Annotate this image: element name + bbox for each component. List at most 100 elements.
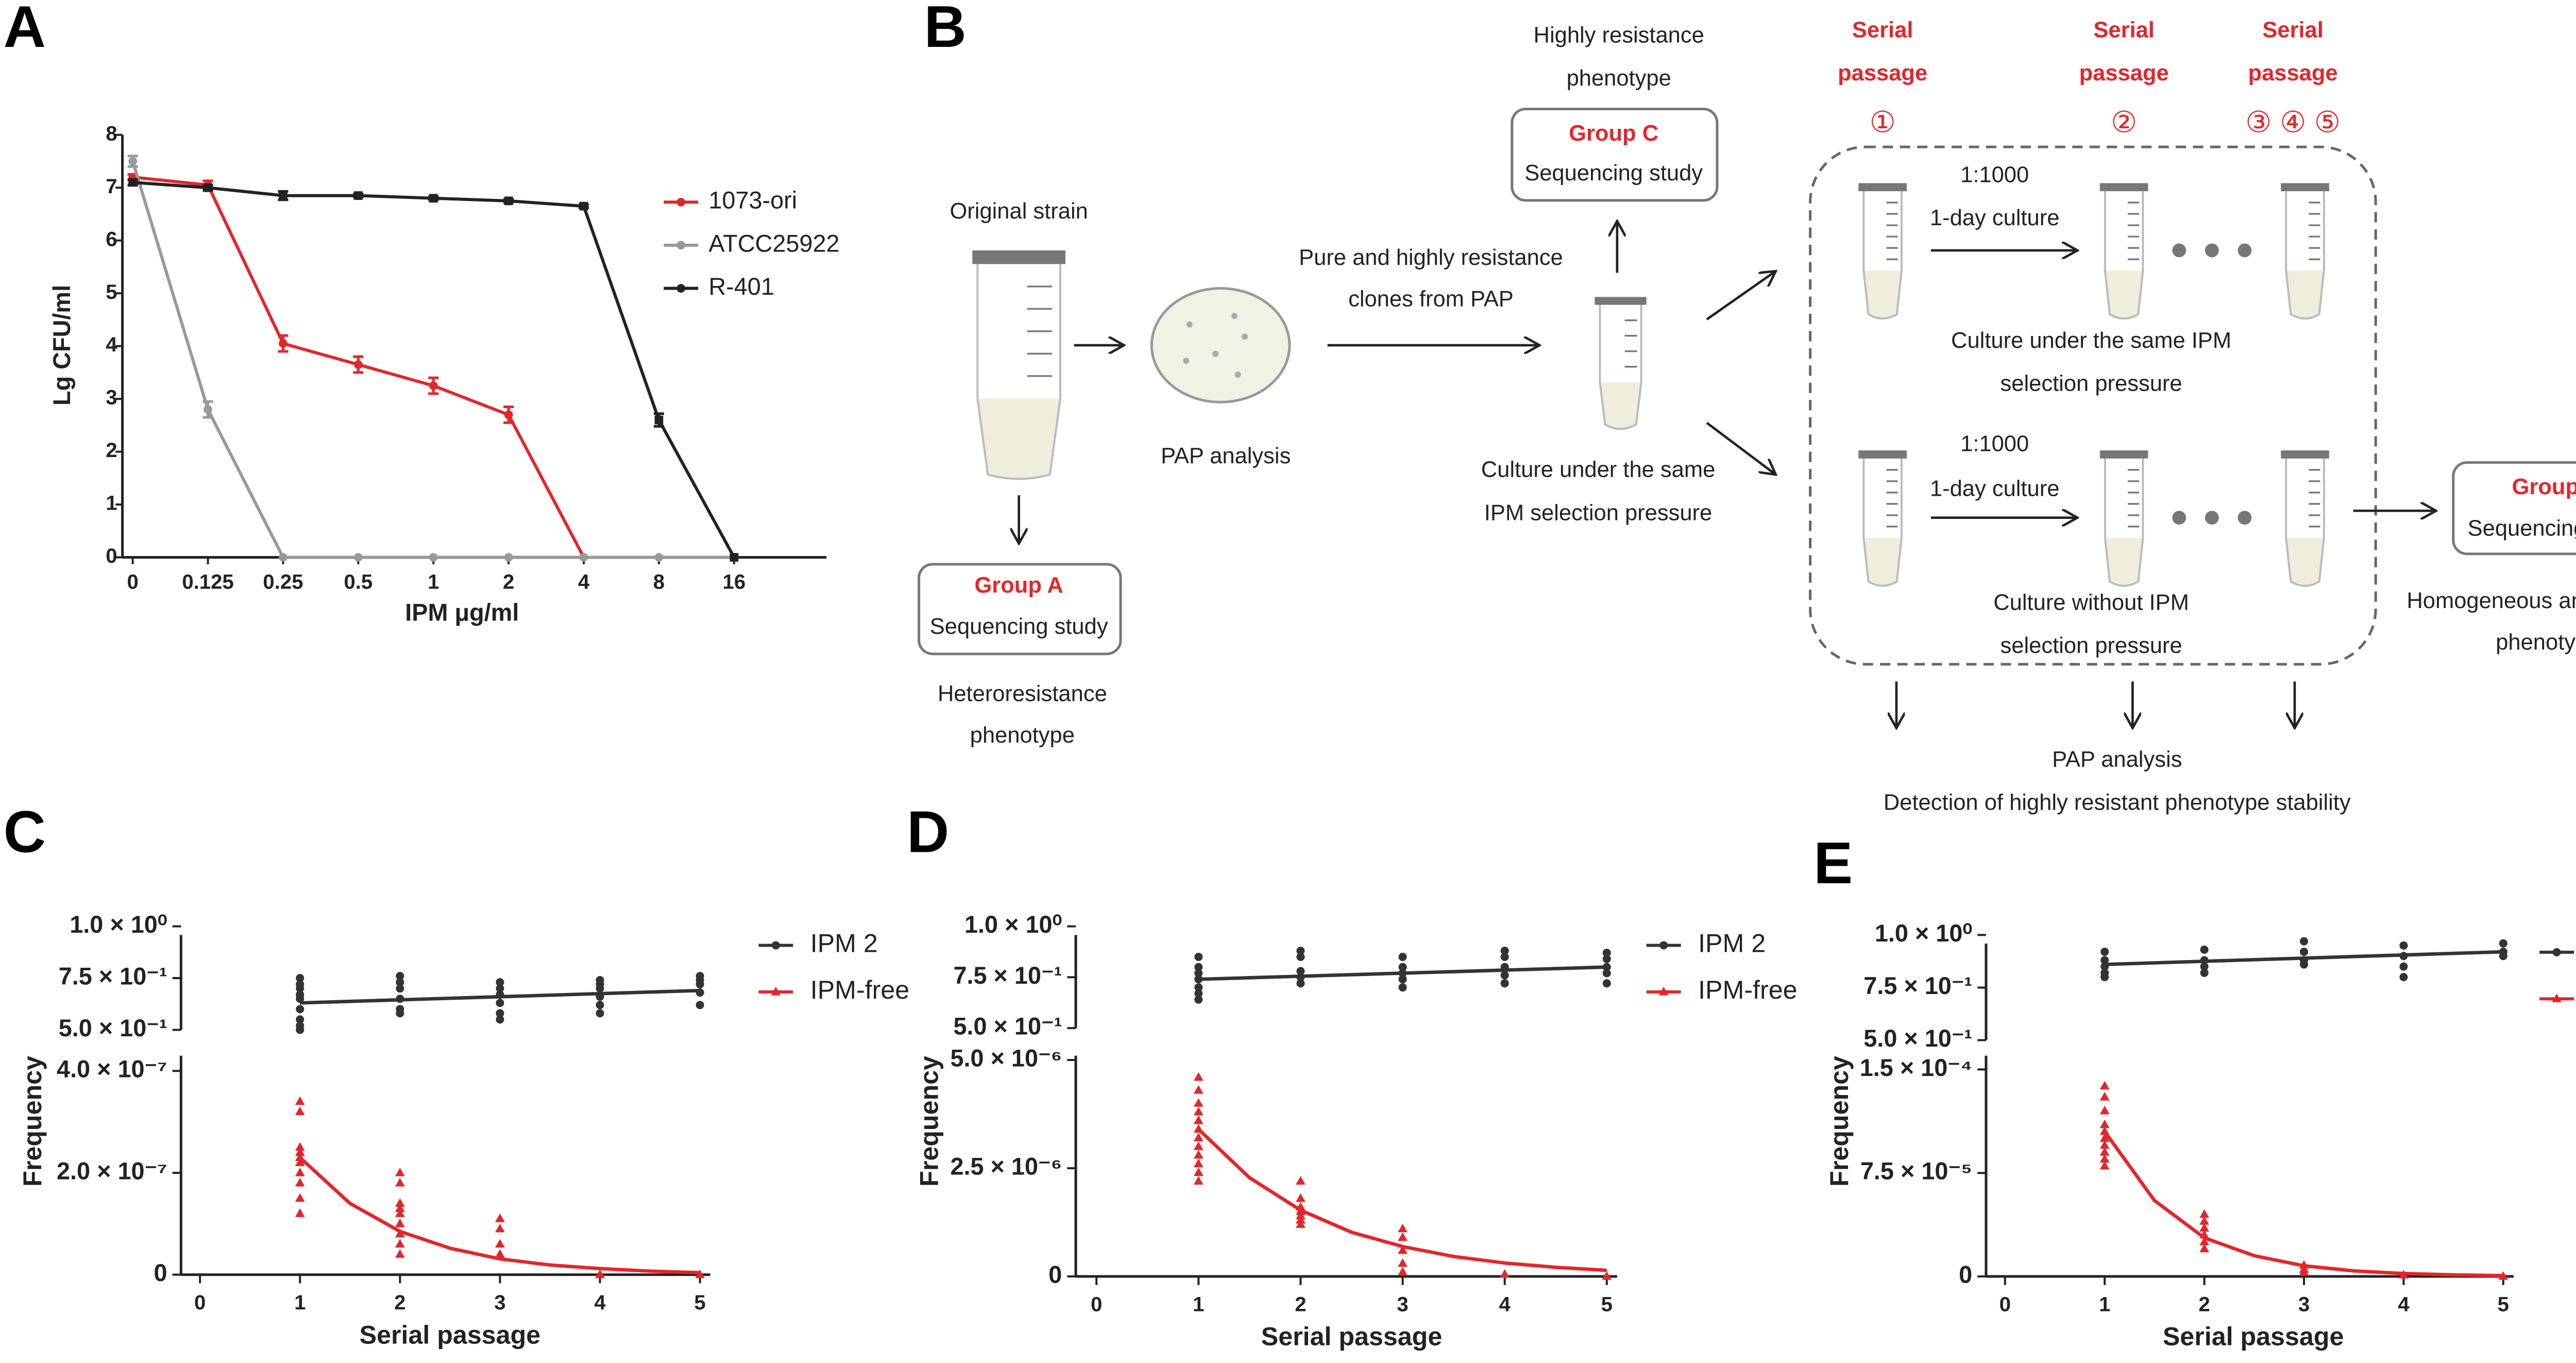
colonies xyxy=(1183,313,1248,378)
point xyxy=(1500,1269,1510,1278)
y-tick-label: 4 xyxy=(106,333,117,356)
legend-label: ATCC25922 xyxy=(708,230,839,257)
point xyxy=(1398,1245,1408,1254)
point xyxy=(2099,1154,2110,1163)
x-tick-label: 1 xyxy=(1193,1292,1204,1316)
label: Original strain xyxy=(950,199,1088,224)
point xyxy=(204,183,212,192)
point xyxy=(2099,1140,2110,1149)
point xyxy=(2099,1133,2110,1142)
label: PAP analysis xyxy=(1161,444,1291,468)
label: Homogeneous and sensitive xyxy=(2406,588,2576,613)
tube-liquid xyxy=(2105,271,2143,319)
point xyxy=(1296,1176,1306,1185)
legend-marker xyxy=(1659,941,1668,950)
y-axis-label: Frequency xyxy=(914,1056,943,1187)
point xyxy=(353,553,363,562)
x-tick-label: 0 xyxy=(1999,1292,2011,1316)
x-tick-label: 0.25 xyxy=(263,570,303,593)
point xyxy=(295,1193,305,1202)
legend-label: IPM-free xyxy=(1698,975,1797,1004)
tube-body xyxy=(2104,191,2144,320)
x-tick-label: 2 xyxy=(503,570,514,593)
point xyxy=(296,1005,304,1014)
point xyxy=(2099,1160,2110,1170)
tube-body xyxy=(976,264,1061,480)
point xyxy=(396,995,404,1003)
point xyxy=(1398,975,1407,984)
tube-liquid xyxy=(2286,537,2324,586)
point xyxy=(654,553,664,562)
point xyxy=(1193,1106,1204,1116)
label: 1-day culture xyxy=(1930,206,2059,230)
point xyxy=(1296,979,1305,988)
point xyxy=(1296,973,1305,982)
point xyxy=(1296,1206,1306,1215)
legend-label: IPM 2 xyxy=(1698,929,1766,958)
passage-label: passage xyxy=(1838,61,1927,86)
point xyxy=(2199,1209,2209,1218)
tube xyxy=(2281,450,2329,587)
y-axis-label: Lg CFU/ml xyxy=(48,285,75,406)
point xyxy=(2399,973,2408,982)
point xyxy=(1193,1167,1204,1176)
y-tick-label: 1.0 × 10⁰ xyxy=(70,911,167,938)
point xyxy=(429,381,438,390)
diagram: B Original strain PAP analysis Pure and … xyxy=(918,0,2576,815)
tube xyxy=(2099,450,2148,587)
tube-cap xyxy=(2281,450,2329,459)
y-tick-label: 0 xyxy=(1048,1261,1062,1288)
y-tick-label: 8 xyxy=(106,122,117,145)
point xyxy=(1194,989,1203,998)
legend-label: R-401 xyxy=(708,273,774,300)
x-tick-label: 1 xyxy=(2099,1292,2110,1316)
x-tick-label: 16 xyxy=(723,570,746,593)
x-axis-label: Serial passage xyxy=(1261,1322,1443,1351)
x-tick-label: 2 xyxy=(1295,1292,1306,1316)
point xyxy=(504,196,513,206)
point xyxy=(1296,947,1305,955)
point xyxy=(1193,1072,1204,1081)
point xyxy=(1500,952,1509,961)
point xyxy=(1500,979,1509,988)
label: 1-day culture xyxy=(1930,477,2059,501)
point xyxy=(395,1177,405,1187)
panel-letter: A xyxy=(4,0,46,60)
x-tick-label: 5 xyxy=(694,1291,705,1314)
point xyxy=(596,984,604,993)
point xyxy=(504,553,513,562)
y-tick-label: 0 xyxy=(1959,1261,1972,1288)
point xyxy=(2399,952,2408,961)
point xyxy=(429,194,438,203)
point xyxy=(496,1009,504,1018)
point xyxy=(2299,1267,2309,1276)
point xyxy=(279,191,287,200)
point xyxy=(596,1009,604,1018)
label: Culture under the same xyxy=(1481,458,1716,482)
point xyxy=(496,999,504,1007)
group-box xyxy=(2452,461,2576,556)
label: clones from PAP xyxy=(1348,287,1514,311)
point xyxy=(1602,1271,1612,1280)
point xyxy=(2099,1105,2110,1115)
point xyxy=(296,995,304,1003)
point xyxy=(2099,1147,2110,1156)
tube-cap xyxy=(1858,183,1907,192)
point xyxy=(1398,963,1407,971)
passage-label: passage xyxy=(2248,61,2338,86)
point xyxy=(654,415,664,425)
tube xyxy=(1858,450,1907,587)
legend-label: IPM-free xyxy=(810,975,909,1004)
x-tick-label: 4 xyxy=(2398,1292,2410,1316)
passage-number: ② xyxy=(2111,107,2137,139)
point xyxy=(696,988,704,997)
legend-marker xyxy=(1658,986,1669,996)
point xyxy=(1193,1150,1204,1159)
point xyxy=(279,553,287,562)
point xyxy=(1193,1176,1204,1185)
point xyxy=(496,978,504,987)
x-tick-label: 1 xyxy=(294,1291,306,1314)
passage-label: Serial xyxy=(2262,18,2324,42)
point xyxy=(296,1025,304,1034)
